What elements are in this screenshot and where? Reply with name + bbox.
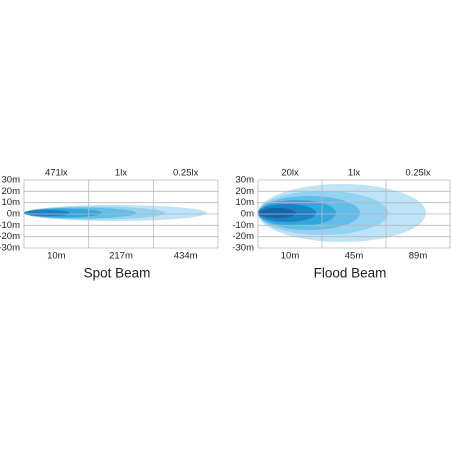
y-label: 0m	[7, 209, 20, 220]
y-label: -20m	[232, 231, 254, 242]
y-label: -10m	[0, 220, 20, 231]
lux-label: 20lx	[281, 168, 299, 179]
beam-zone	[24, 209, 70, 217]
panel-title: Spot Beam	[84, 266, 151, 281]
lux-label: 0.25lx	[405, 168, 431, 179]
distance-label: 45m	[345, 251, 364, 262]
y-label: -10m	[232, 220, 254, 231]
y-label: 10m	[2, 197, 21, 208]
distance-label: 434m	[174, 251, 198, 262]
lux-label: 1lx	[348, 168, 360, 179]
y-label: 20m	[236, 186, 255, 197]
lux-label: 1lx	[115, 168, 127, 179]
beam-zone	[258, 208, 296, 218]
y-label: 0m	[241, 209, 254, 220]
distance-label: 89m	[409, 251, 428, 262]
distance-label: 10m	[47, 251, 66, 262]
y-label: 10m	[236, 197, 255, 208]
y-label: 30m	[2, 175, 21, 186]
y-label: -20m	[0, 231, 20, 242]
y-label: 30m	[236, 175, 255, 186]
lux-label: 0.25lx	[173, 168, 199, 179]
distance-label: 10m	[281, 251, 300, 262]
y-label: -30m	[0, 243, 20, 254]
y-label: 20m	[2, 186, 21, 197]
lux-label: 471lx	[45, 168, 68, 179]
distance-label: 217m	[109, 251, 133, 262]
panel-title: Flood Beam	[314, 266, 387, 281]
y-label: -30m	[232, 243, 254, 254]
